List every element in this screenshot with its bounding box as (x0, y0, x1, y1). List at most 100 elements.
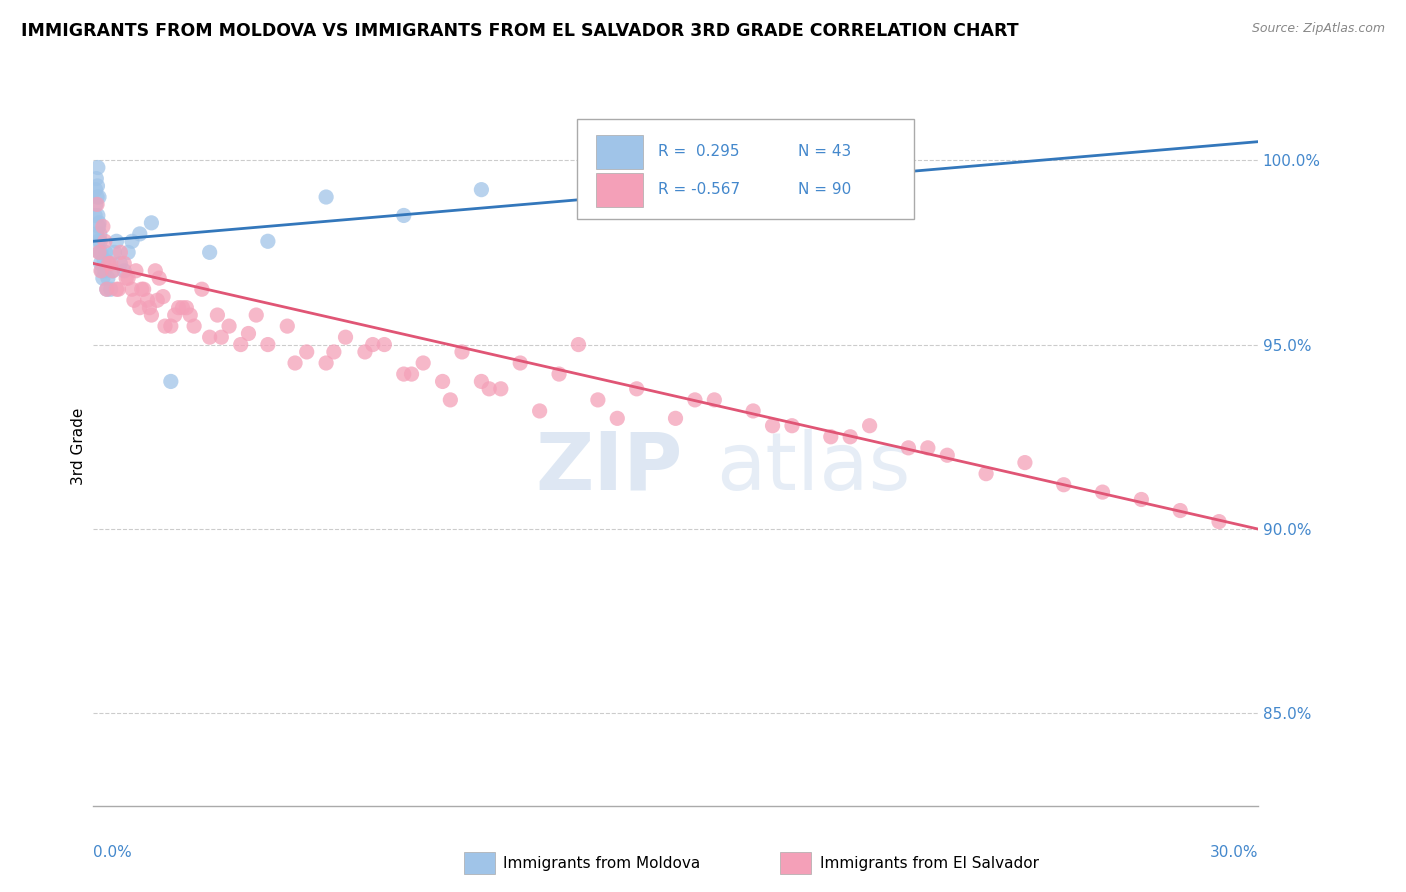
Point (128, 227, 150, 241)
Point (86, 178, 108, 193)
Point (122, 293, 145, 308)
Point (548, 367, 571, 381)
Text: N = 43: N = 43 (797, 145, 851, 160)
Point (90, 245, 112, 260)
Point (86, 190, 108, 204)
Point (87, 234, 110, 248)
Point (87, 209, 110, 223)
Point (153, 319, 176, 334)
Point (89, 227, 111, 241)
Point (284, 356, 307, 370)
Point (89, 245, 111, 260)
Point (567, 337, 589, 351)
Point (245, 308, 267, 322)
Point (167, 301, 190, 315)
Point (136, 293, 159, 308)
Point (94, 264, 117, 278)
Point (84, 183, 107, 197)
Point (148, 271, 170, 285)
Point (87, 245, 110, 260)
Point (179, 308, 201, 322)
Point (703, 392, 725, 407)
Point (335, 330, 357, 344)
Point (489, 382, 512, 396)
Point (105, 234, 128, 248)
Point (373, 337, 395, 351)
Point (94, 245, 117, 260)
Point (121, 282, 143, 296)
Point (451, 345, 474, 359)
Point (361, 337, 384, 351)
Point (91, 271, 114, 285)
Point (683, 392, 706, 407)
Point (392, 209, 415, 223)
Point (1208, 515, 1230, 529)
Point (107, 282, 129, 296)
Text: Immigrants from Moldova: Immigrants from Moldova (503, 856, 700, 871)
Point (103, 245, 125, 260)
Point (478, 382, 501, 396)
Point (105, 282, 128, 296)
Point (761, 418, 783, 433)
Text: 0.0%: 0.0% (93, 846, 132, 860)
Point (238, 326, 260, 341)
Point (172, 301, 194, 315)
Point (163, 308, 186, 322)
Point (276, 319, 298, 334)
Bar (596, 173, 643, 207)
Point (322, 345, 344, 359)
Bar (596, 135, 643, 169)
Point (839, 430, 862, 444)
Text: N = 90: N = 90 (797, 183, 851, 197)
Point (90, 264, 112, 278)
Point (91, 219, 114, 234)
Y-axis label: 3rd Grade: 3rd Grade (72, 408, 86, 484)
Point (159, 375, 181, 389)
Point (257, 234, 280, 248)
Point (90, 264, 112, 278)
Text: Immigrants from El Salvador: Immigrants from El Salvador (820, 856, 1039, 871)
Point (141, 308, 163, 322)
Point (87, 216, 110, 230)
Point (626, 382, 648, 396)
Point (470, 375, 492, 389)
Point (198, 245, 221, 260)
Point (89, 234, 111, 248)
Point (412, 356, 434, 370)
Point (897, 441, 920, 455)
Point (93, 252, 115, 267)
Point (198, 330, 221, 344)
Point (176, 301, 198, 315)
Point (859, 418, 882, 433)
Point (97, 256, 120, 270)
Point (529, 404, 551, 418)
Point (191, 282, 214, 296)
Point (974, 467, 997, 481)
Point (470, 183, 492, 197)
Point (117, 245, 139, 260)
Point (742, 404, 765, 418)
Point (96, 282, 118, 296)
Point (152, 290, 174, 304)
Point (439, 392, 461, 407)
Point (315, 190, 337, 204)
Point (94, 234, 117, 248)
Point (100, 282, 122, 296)
Point (820, 430, 842, 444)
Point (86, 197, 108, 211)
Point (115, 271, 138, 285)
Point (295, 345, 318, 359)
Text: R = -0.567: R = -0.567 (658, 183, 740, 197)
Point (509, 356, 531, 370)
Point (354, 345, 377, 359)
Point (87, 190, 110, 204)
Point (257, 337, 280, 351)
Text: IMMIGRANTS FROM MOLDOVA VS IMMIGRANTS FROM EL SALVADOR 3RD GRADE CORRELATION CHA: IMMIGRANTS FROM MOLDOVA VS IMMIGRANTS FR… (21, 22, 1019, 40)
Point (1014, 456, 1036, 470)
Point (96, 282, 118, 296)
Point (90, 256, 112, 270)
Point (100, 256, 122, 270)
Text: Source: ZipAtlas.com: Source: ZipAtlas.com (1251, 22, 1385, 36)
Point (1168, 503, 1191, 517)
Point (125, 264, 148, 278)
